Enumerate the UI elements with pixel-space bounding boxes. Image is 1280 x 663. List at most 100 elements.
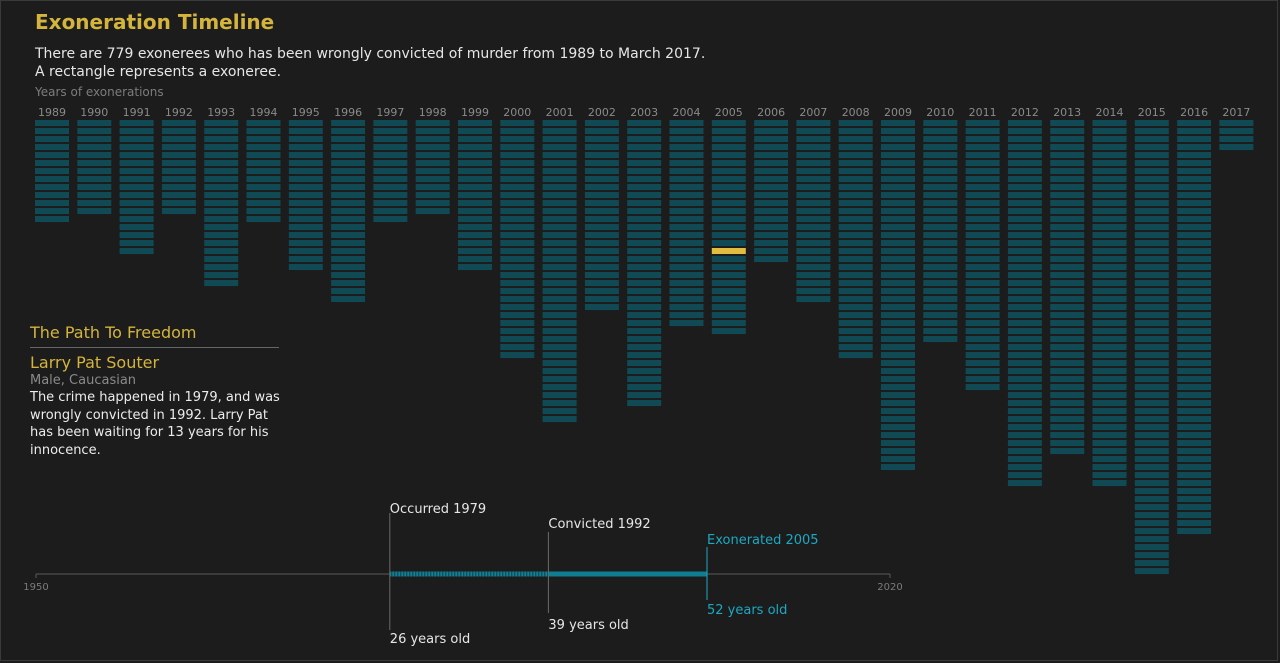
exoneree-rect[interactable] [77, 152, 112, 158]
exoneree-rect[interactable] [246, 208, 281, 214]
exoneree-rect[interactable] [1134, 120, 1169, 126]
exoneree-rect[interactable] [923, 256, 958, 262]
exoneree-rect[interactable] [669, 312, 704, 318]
exoneree-rect[interactable] [458, 256, 492, 262]
exoneree-rect[interactable] [1092, 272, 1127, 278]
exoneree-rect[interactable] [627, 224, 662, 230]
exoneree-rect[interactable] [754, 160, 789, 166]
exoneree-rect[interactable] [542, 176, 577, 182]
exoneree-rect[interactable] [1007, 288, 1042, 294]
exoneree-rect[interactable] [1050, 280, 1085, 286]
exoneree-rect[interactable] [373, 128, 408, 134]
exoneree-rect[interactable] [1092, 336, 1127, 342]
exoneree-rect[interactable] [669, 232, 704, 238]
exoneree-rect[interactable] [458, 176, 492, 182]
exoneree-rect[interactable] [204, 232, 239, 238]
exoneree-rect[interactable] [838, 280, 873, 286]
exoneree-rect[interactable] [711, 152, 746, 158]
exoneree-rect[interactable] [1177, 288, 1212, 294]
exoneree-rect[interactable] [500, 184, 535, 190]
exoneree-rect[interactable] [754, 192, 789, 198]
exoneree-rect[interactable] [965, 344, 1000, 350]
exoneree-rect[interactable] [754, 256, 789, 262]
exoneree-rect[interactable] [627, 208, 662, 214]
exoneree-rect[interactable] [1050, 152, 1085, 158]
exoneree-rect[interactable] [1219, 128, 1254, 134]
exoneree-rect[interactable] [965, 288, 1000, 294]
exoneree-rect[interactable] [838, 216, 873, 222]
exoneree-rect[interactable] [1134, 568, 1169, 574]
exoneree-rect[interactable] [35, 184, 69, 190]
exoneree-rect[interactable] [331, 288, 366, 294]
exoneree-rect[interactable] [881, 208, 915, 214]
exoneree-rect[interactable] [77, 168, 112, 174]
exoneree-rect[interactable] [1007, 464, 1042, 470]
exoneree-rect[interactable] [1007, 336, 1042, 342]
exoneree-rect[interactable] [373, 160, 408, 166]
exoneree-rect[interactable] [1134, 448, 1169, 454]
exoneree-rect[interactable] [1007, 224, 1042, 230]
exoneree-rect[interactable] [838, 288, 873, 294]
exoneree-rect[interactable] [796, 120, 831, 126]
exoneree-rect[interactable] [1134, 256, 1169, 262]
exoneree-rect[interactable] [923, 304, 958, 310]
exoneree-rect[interactable] [1134, 384, 1169, 390]
exoneree-rect[interactable] [1092, 264, 1127, 270]
exoneree-rect[interactable] [1134, 520, 1169, 526]
exoneree-rect[interactable] [965, 336, 1000, 342]
exoneree-rect[interactable] [1092, 296, 1127, 302]
exoneree-rect[interactable] [500, 208, 535, 214]
exoneree-rect[interactable] [1050, 272, 1085, 278]
exoneree-rect[interactable] [204, 272, 239, 278]
exoneree-rect[interactable] [373, 144, 408, 150]
exoneree-rect[interactable] [500, 192, 535, 198]
exoneree-rect[interactable] [754, 168, 789, 174]
exoneree-rect[interactable] [1092, 136, 1127, 142]
exoneree-rect[interactable] [1177, 336, 1212, 342]
exoneree-rect[interactable] [923, 312, 958, 318]
exoneree-rect[interactable] [711, 208, 746, 214]
exoneree-rect[interactable] [1134, 152, 1169, 158]
exoneree-rect[interactable] [1177, 528, 1212, 534]
exoneree-rect[interactable] [796, 152, 831, 158]
exoneree-rect[interactable] [838, 240, 873, 246]
exoneree-rect[interactable] [1177, 376, 1212, 382]
exoneree-rect[interactable] [881, 328, 915, 334]
exoneree-rect[interactable] [500, 136, 535, 142]
exoneree-rect[interactable] [1177, 264, 1212, 270]
exoneree-rect[interactable] [838, 168, 873, 174]
exoneree-rect[interactable] [204, 240, 239, 246]
exoneree-rect[interactable] [1134, 344, 1169, 350]
exoneree-rect[interactable] [1134, 208, 1169, 214]
exoneree-rect[interactable] [796, 272, 831, 278]
exoneree-rect[interactable] [458, 128, 492, 134]
exoneree-rect[interactable] [923, 224, 958, 230]
exoneree-rect[interactable] [1007, 456, 1042, 462]
exoneree-rect[interactable] [204, 176, 239, 182]
exoneree-rect[interactable] [881, 264, 915, 270]
exoneree-rect[interactable] [542, 168, 577, 174]
exoneree-rect[interactable] [204, 280, 239, 286]
exoneree-rect[interactable] [1050, 296, 1085, 302]
exoneree-rect[interactable] [1092, 424, 1127, 430]
exoneree-rect[interactable] [415, 160, 450, 166]
exoneree-rect[interactable] [331, 200, 366, 206]
exoneree-rect[interactable] [542, 224, 577, 230]
exoneree-rect[interactable] [500, 200, 535, 206]
exoneree-rect[interactable] [1050, 400, 1085, 406]
exoneree-rect[interactable] [1134, 464, 1169, 470]
exoneree-rect[interactable] [881, 160, 915, 166]
exoneree-rect[interactable] [627, 320, 662, 326]
exoneree-rect[interactable] [1177, 160, 1212, 166]
exoneree-rect[interactable] [1007, 232, 1042, 238]
exoneree-rect[interactable] [1007, 392, 1042, 398]
exoneree-rect[interactable] [965, 272, 1000, 278]
exoneree-rect[interactable] [1177, 216, 1212, 222]
exoneree-rect[interactable] [161, 120, 196, 126]
exoneree-rect[interactable] [754, 152, 789, 158]
exoneree-rect[interactable] [838, 320, 873, 326]
exoneree-rect[interactable] [1134, 216, 1169, 222]
exoneree-rect[interactable] [1050, 352, 1085, 358]
exoneree-rect[interactable] [1007, 360, 1042, 366]
exoneree-rect[interactable] [1007, 272, 1042, 278]
